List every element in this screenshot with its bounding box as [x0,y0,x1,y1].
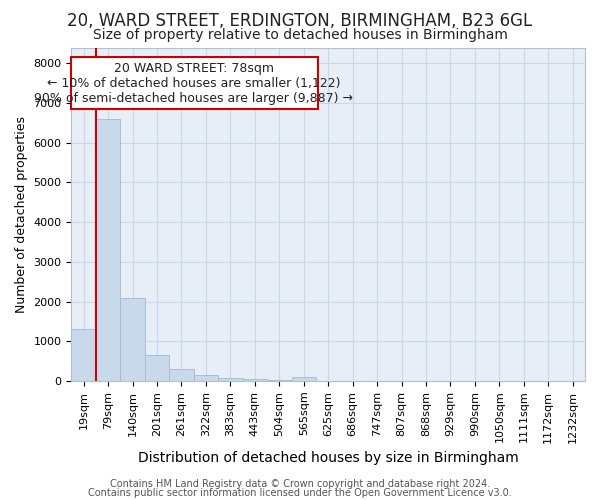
Bar [218,378,242,381]
Bar [145,355,169,381]
Y-axis label: Number of detached properties: Number of detached properties [15,116,28,312]
Text: 20, WARD STREET, ERDINGTON, BIRMINGHAM, B23 6GL: 20, WARD STREET, ERDINGTON, BIRMINGHAM, … [67,12,533,30]
Text: Contains public sector information licensed under the Open Government Licence v3: Contains public sector information licen… [88,488,512,498]
Bar [267,380,292,381]
Text: 20 WARD STREET: 78sqm
← 10% of detached houses are smaller (1,122)
90% of semi-d: 20 WARD STREET: 78sqm ← 10% of detached … [34,62,353,104]
Text: Contains HM Land Registry data © Crown copyright and database right 2024.: Contains HM Land Registry data © Crown c… [110,479,490,489]
Bar [96,119,121,381]
X-axis label: Distribution of detached houses by size in Birmingham: Distribution of detached houses by size … [138,451,518,465]
FancyBboxPatch shape [71,58,319,109]
Bar [292,378,316,381]
Bar [169,370,194,381]
Text: Size of property relative to detached houses in Birmingham: Size of property relative to detached ho… [92,28,508,42]
Bar [242,379,267,381]
Bar [194,375,218,381]
Bar [121,298,145,381]
Bar [71,330,96,381]
